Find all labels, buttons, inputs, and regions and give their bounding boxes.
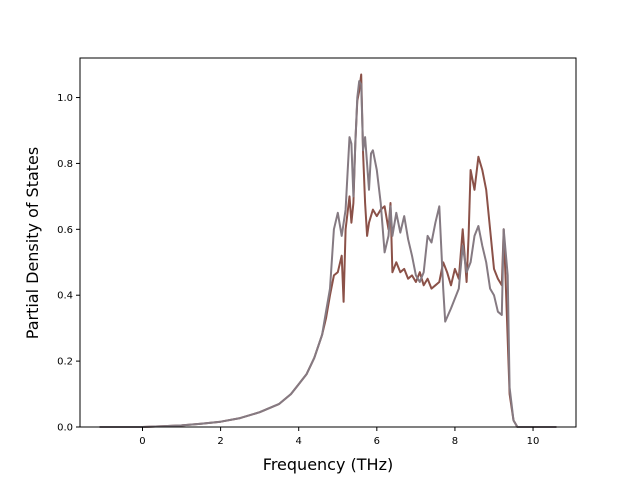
x-tick-label: 2 (217, 436, 223, 447)
series-line-2 (99, 80, 557, 428)
series-line-1 (99, 73, 557, 428)
y-axis-ticks: 0.0 0.2 0.4 0.6 0.8 1.0 (57, 93, 80, 434)
x-tick-label: 4 (296, 436, 302, 447)
series-lines (99, 73, 557, 428)
x-tick-label: 0 (139, 436, 145, 447)
y-tick-label: 0.8 (57, 159, 73, 170)
y-tick-label: 0.6 (57, 225, 73, 236)
y-tick-label: 0.4 (57, 291, 73, 302)
y-tick-label: 0.2 (57, 357, 73, 368)
plot-frame (79, 57, 577, 428)
x-tick-label: 6 (374, 436, 380, 447)
x-tick-label: 10 (527, 436, 540, 447)
x-axis-label: Frequency (THz) (263, 455, 393, 474)
y-tick-label: 1.0 (57, 93, 73, 104)
x-tick-label: 8 (452, 436, 458, 447)
y-tick-label: 0.0 (57, 423, 73, 434)
y-axis-label: Partial Density of States (23, 147, 42, 339)
x-axis-ticks: 0 2 4 6 8 10 (139, 427, 539, 447)
